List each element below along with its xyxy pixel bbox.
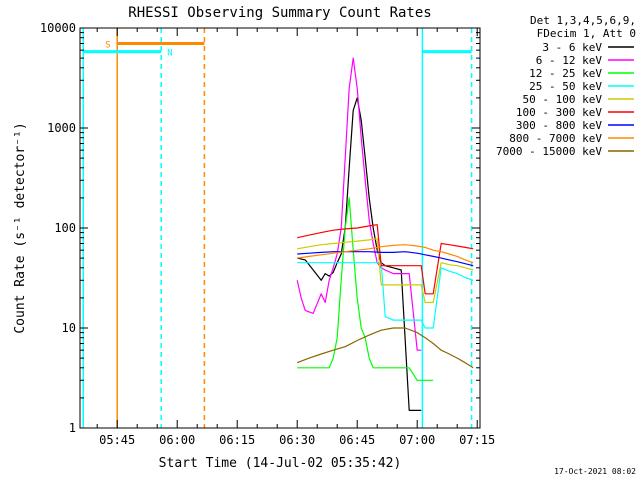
flag-label-0: S bbox=[105, 40, 110, 50]
x-tick-label-6: 07:15 bbox=[459, 433, 495, 447]
y-axis-label: Count Rate (s⁻¹ detector⁻¹) bbox=[13, 122, 28, 333]
legend-label-7: 800 - 7000 keV bbox=[509, 132, 602, 145]
y-tick-label-1: 10 bbox=[62, 321, 76, 335]
legend-header-line-1: Det 1,3,4,5,6,9, bbox=[530, 14, 636, 27]
legend-label-5: 100 - 300 keV bbox=[516, 106, 602, 119]
series-line-0 bbox=[297, 97, 422, 411]
series-line-7 bbox=[297, 244, 474, 264]
x-tick-label-2: 06:15 bbox=[219, 433, 255, 447]
series-line-6 bbox=[297, 251, 474, 267]
chart-title: RHESSI Observing Summary Count Rates bbox=[128, 5, 431, 21]
x-axis-label: Start Time (14-Jul-02 05:35:42) bbox=[159, 456, 402, 471]
x-tick-label-3: 06:30 bbox=[279, 433, 315, 447]
vertical-markers bbox=[82, 28, 473, 428]
series-line-5 bbox=[297, 224, 474, 295]
series-line-3 bbox=[297, 262, 474, 329]
legend-label-1: 6 - 12 keV bbox=[536, 54, 603, 67]
legend-label-6: 300 - 800 keV bbox=[516, 119, 602, 132]
flag-label-1: N bbox=[167, 49, 172, 59]
legend: Det 1,3,4,5,6,9, FDecim 1, Att 0 3 - 6 k… bbox=[496, 14, 636, 158]
x-tick-label-5: 07:00 bbox=[399, 433, 435, 447]
y-tick-label-4: 10000 bbox=[40, 21, 76, 35]
y-tick-label-2: 100 bbox=[54, 221, 76, 235]
x-tick-label-4: 06:45 bbox=[339, 433, 375, 447]
y-tick-label-3: 1000 bbox=[47, 121, 76, 135]
flag-bars: SN bbox=[83, 40, 472, 59]
series-line-2 bbox=[297, 197, 434, 381]
legend-label-2: 12 - 25 keV bbox=[529, 67, 602, 80]
legend-header-line-2: FDecim 1, Att 0 bbox=[537, 27, 636, 40]
footer-date: 17-Oct-2021 08:02 bbox=[554, 467, 636, 476]
axes: 05:45 06:00 06:15 06:30 06:45 07:00 07:15 1 10 10… bbox=[40, 21, 495, 447]
series-line-8 bbox=[296, 327, 474, 369]
legend-label-0: 3 - 6 keV bbox=[542, 41, 602, 54]
x-tick-label-0: 05:45 bbox=[99, 433, 135, 447]
y-tick-label-0: 1 bbox=[69, 421, 76, 435]
legend-label-4: 50 - 100 keV bbox=[523, 93, 603, 106]
series-lines bbox=[296, 57, 474, 411]
series-line-4 bbox=[297, 238, 474, 304]
x-tick-label-1: 06:00 bbox=[159, 433, 195, 447]
legend-label-8: 7000 - 15000 keV bbox=[496, 145, 602, 158]
legend-label-3: 25 - 50 keV bbox=[529, 80, 602, 93]
series-line-1 bbox=[296, 57, 422, 351]
